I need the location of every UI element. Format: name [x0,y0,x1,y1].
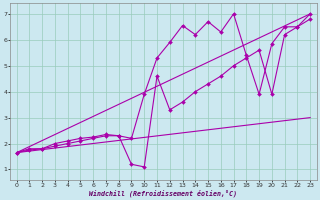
X-axis label: Windchill (Refroidissement éolien,°C): Windchill (Refroidissement éolien,°C) [89,189,237,197]
